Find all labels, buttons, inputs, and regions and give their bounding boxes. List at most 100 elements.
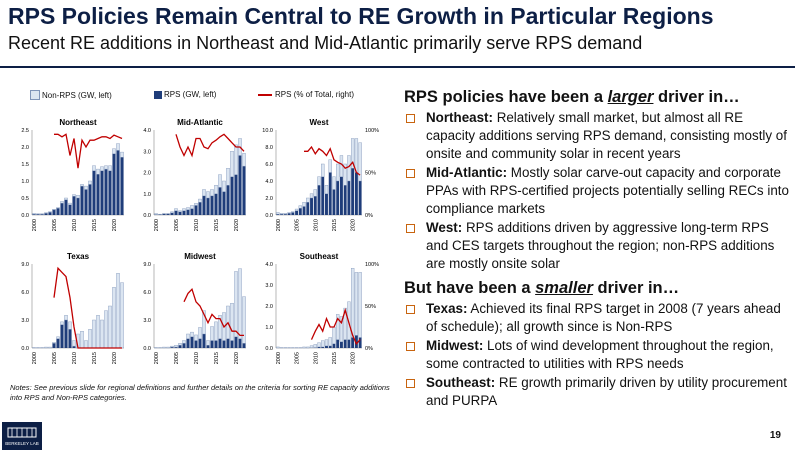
y-tick-label: 2.0 — [21, 145, 29, 151]
bullet-box-icon — [406, 224, 415, 233]
bar-non-rps — [206, 192, 209, 198]
heading-larger-driver: RPS policies have been a larger driver i… — [404, 86, 789, 108]
bar-rps — [182, 211, 185, 215]
bar-non-rps — [202, 190, 205, 196]
slide-subtitle: Recent RE additions in Northeast and Mid… — [8, 33, 642, 54]
bar-non-rps — [154, 214, 157, 215]
x-tick-label: 2000 — [32, 352, 38, 364]
bar-non-rps — [321, 164, 324, 177]
bar-rps — [318, 185, 321, 215]
bar-non-rps — [64, 198, 67, 200]
bar-rps — [190, 337, 193, 348]
heading-smaller-driver: But have been a smaller driver in… — [404, 277, 789, 299]
bullet-text: RPS additions driven by aggressive long-… — [426, 220, 774, 271]
x-tick-label: 2000 — [154, 352, 160, 364]
bullet-label: West: — [426, 220, 462, 235]
bar-non-rps — [80, 184, 83, 186]
x-tick-label: 2020 — [351, 352, 357, 364]
bar-rps — [359, 181, 362, 215]
y-tick-label: 3.0 — [143, 318, 151, 324]
bar-non-rps — [242, 297, 245, 344]
bar-non-rps — [190, 332, 193, 337]
y-tick-label: 0.0 — [21, 213, 29, 219]
x-tick-label: 2020 — [234, 219, 240, 231]
bullet-label: Northeast: — [426, 110, 493, 125]
bar-rps — [234, 175, 237, 215]
bar-non-rps — [116, 144, 119, 151]
x-tick-label: 2005 — [174, 352, 180, 364]
bar-rps — [329, 346, 332, 348]
y-tick-label: 2.5 — [21, 128, 29, 134]
bar-non-rps — [295, 209, 298, 211]
bullet-midwest: Midwest: Lots of wind development throug… — [404, 337, 789, 373]
bar-non-rps — [76, 195, 79, 198]
bar-non-rps — [88, 329, 91, 348]
bar-non-rps — [351, 268, 354, 337]
bar-non-rps — [174, 209, 177, 211]
bar-rps — [347, 340, 350, 348]
bar-rps — [178, 212, 181, 215]
bar-non-rps — [178, 211, 181, 212]
bar-non-rps — [214, 185, 217, 194]
bar-rps — [68, 329, 71, 348]
bullet-label: Mid-Atlantic: — [426, 165, 507, 180]
bar-non-rps — [234, 271, 237, 336]
legend-label-non-rps: Non-RPS (GW, left) — [42, 91, 112, 100]
y-tick-label: 2.0 — [265, 196, 273, 202]
bar-rps — [84, 190, 87, 216]
x-tick-label: 2015 — [214, 352, 220, 364]
bar-rps — [44, 213, 47, 215]
bar-non-rps — [194, 203, 197, 205]
bar-non-rps — [170, 346, 173, 347]
bar-non-rps — [40, 214, 43, 215]
bar-non-rps — [120, 283, 123, 348]
rps-percent-line — [54, 268, 122, 348]
bar-rps — [238, 339, 241, 348]
bar-rps — [60, 325, 63, 348]
y-tick-label: 9.0 — [21, 262, 29, 268]
bar-rps — [72, 346, 75, 348]
bar-non-rps — [332, 177, 335, 190]
bar-non-rps — [108, 166, 111, 171]
bar-non-rps — [198, 199, 201, 202]
chart-notes: Notes: See previous slide for regional d… — [10, 383, 398, 403]
bullet-label: Midwest: — [426, 338, 483, 353]
bar-non-rps — [288, 212, 291, 213]
chart-title: Southeast — [300, 252, 339, 261]
bar-non-rps — [234, 145, 237, 175]
bar-rps — [325, 194, 328, 215]
bar-rps — [355, 173, 358, 216]
y-tick-label: 4.0 — [265, 179, 273, 185]
x-tick-label: 2010 — [72, 219, 78, 231]
bar-non-rps — [329, 338, 332, 346]
bar-non-rps — [291, 212, 294, 213]
y-tick-label: 6.0 — [265, 162, 273, 168]
y-tick-label: 6.0 — [21, 290, 29, 296]
bar-non-rps — [120, 152, 123, 157]
bar-non-rps — [218, 175, 221, 188]
bar-rps — [226, 185, 229, 215]
y-tick-label: 1.0 — [21, 179, 29, 185]
bar-non-rps — [280, 213, 283, 214]
bar-rps — [52, 343, 55, 348]
bar-non-rps — [276, 212, 279, 214]
bar-non-rps — [104, 166, 107, 169]
bar-rps — [64, 320, 67, 348]
bar-rps — [202, 334, 205, 348]
bar-rps — [336, 181, 339, 215]
bar-non-rps — [182, 209, 185, 211]
bar-rps — [76, 198, 79, 215]
bar-non-rps — [68, 322, 71, 329]
legend-swatch-pct — [258, 94, 272, 96]
x-tick-label: 2000 — [276, 352, 282, 364]
bar-non-rps — [60, 322, 63, 325]
x-tick-label: 2010 — [313, 352, 319, 364]
bar-non-rps — [310, 194, 313, 198]
bar-non-rps — [60, 201, 63, 203]
legend-item-rps: RPS (GW, left) — [154, 90, 216, 99]
bar-non-rps — [299, 206, 302, 209]
bar-rps — [48, 212, 51, 215]
y-tick-label: 0.5 — [21, 196, 29, 202]
bar-rps — [299, 208, 302, 215]
y-tick-label: 8.0 — [265, 145, 273, 151]
